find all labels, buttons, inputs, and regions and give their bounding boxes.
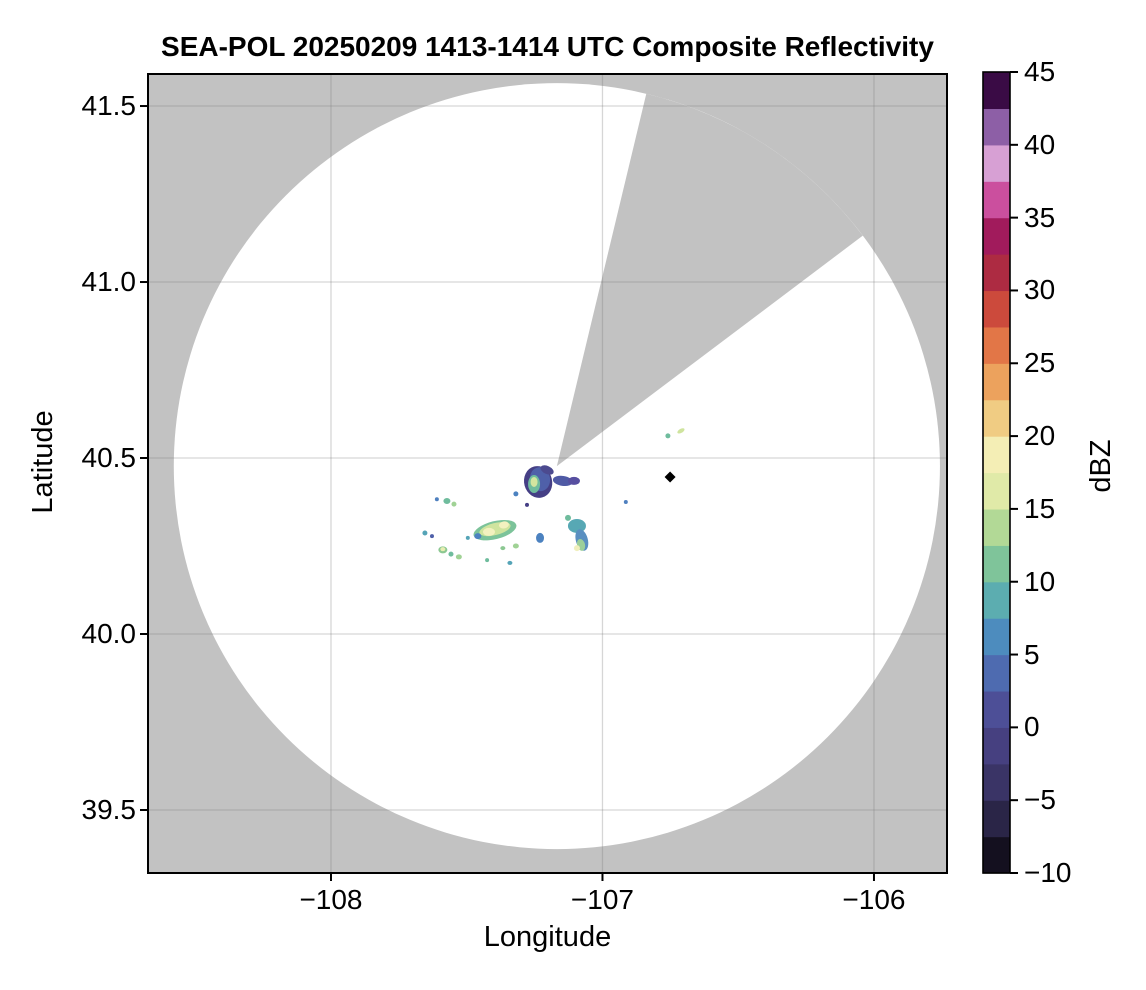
colorbar-band xyxy=(983,72,1010,110)
echo-blob xyxy=(482,527,495,536)
x-tick-label: −106 xyxy=(842,884,906,915)
colorbar-tick-label: 20 xyxy=(1024,420,1056,452)
station-marker xyxy=(664,471,676,483)
y-tick-label: 40.5 xyxy=(81,442,137,473)
colorbar-tick-label: 35 xyxy=(1024,201,1056,233)
colorbar-band xyxy=(983,181,1010,219)
colorbar-tick-label: 0 xyxy=(1024,711,1040,743)
plot-border xyxy=(147,73,948,874)
colorbar-band xyxy=(983,363,1010,401)
echo-blob xyxy=(440,547,446,552)
colorbar-band xyxy=(983,581,1010,619)
colorbar-band xyxy=(983,545,1010,583)
colorbar-tick-label: 30 xyxy=(1024,274,1056,306)
colorbar-tick-label: 45 xyxy=(1024,56,1056,87)
colorbar-band xyxy=(983,800,1010,838)
echo-blob xyxy=(512,543,519,549)
echo-blob xyxy=(448,551,454,557)
chart-title: SEA-POL 20250209 1413-1414 UTC Composite… xyxy=(161,31,934,62)
colorbar-band xyxy=(983,290,1010,328)
x-tick-label: −107 xyxy=(570,884,634,915)
colorbar-tick-label: 25 xyxy=(1024,347,1056,379)
colorbar-band xyxy=(983,108,1010,146)
colorbar-band xyxy=(983,217,1010,255)
x-axis-label: Longitude xyxy=(483,921,612,953)
echo-blob xyxy=(525,502,530,507)
echo-blob xyxy=(451,501,457,507)
echo-blob xyxy=(530,476,538,487)
echo-blob xyxy=(434,497,439,502)
echo-blob xyxy=(573,545,580,552)
colorbar-band xyxy=(983,399,1010,437)
colorbar-tick-label: 15 xyxy=(1024,492,1056,524)
echo-blob xyxy=(474,533,482,540)
echo-blob xyxy=(536,532,545,543)
echo-blob xyxy=(500,546,506,551)
colorbar-band xyxy=(983,618,1010,656)
colorbar-band xyxy=(983,436,1010,474)
colorbar-tick-label: −5 xyxy=(1024,784,1056,816)
colorbar-border xyxy=(982,71,1011,874)
echo-blob xyxy=(507,560,513,565)
colorbar-tick-label: 40 xyxy=(1024,128,1056,160)
echo-blob xyxy=(513,491,519,497)
colorbar-band xyxy=(983,654,1010,692)
echo-blob xyxy=(429,534,434,539)
colorbar-band xyxy=(983,254,1010,292)
colorbar-band xyxy=(983,144,1010,182)
colorbar-tick-label: 5 xyxy=(1024,638,1040,670)
blocked-sector-wedge xyxy=(556,93,863,467)
colorbar-tick-label: −10 xyxy=(1024,857,1072,888)
echo-blob xyxy=(567,518,586,533)
colorbar-band xyxy=(983,836,1010,874)
echo-blob xyxy=(677,428,685,434)
echo-blob xyxy=(455,554,462,560)
echo-blob xyxy=(564,514,571,521)
echo-blob xyxy=(443,497,451,504)
colorbar-band xyxy=(983,472,1010,510)
colorbar-band xyxy=(983,727,1010,765)
colorbar-band xyxy=(983,508,1010,546)
echo-blob xyxy=(498,521,509,529)
x-tick-label: −108 xyxy=(299,884,363,915)
colorbar-band xyxy=(983,690,1010,728)
y-tick-label: 39.5 xyxy=(81,793,137,825)
colorbar-band xyxy=(983,326,1010,364)
echo-blob xyxy=(465,535,470,540)
y-tick-label: 41.0 xyxy=(81,266,137,298)
y-tick-label: 41.5 xyxy=(81,90,137,122)
echo-blob xyxy=(665,433,671,439)
colorbar-tick-label: 10 xyxy=(1024,565,1056,597)
echo-blob xyxy=(567,476,580,485)
echo-blob xyxy=(422,530,428,536)
colorbar-band xyxy=(983,763,1010,801)
echo-blob xyxy=(623,500,628,505)
echo-blob xyxy=(552,475,573,487)
y-tick-label: 40.0 xyxy=(81,618,137,649)
echo-blob xyxy=(485,558,490,563)
echo-blob xyxy=(540,465,554,475)
